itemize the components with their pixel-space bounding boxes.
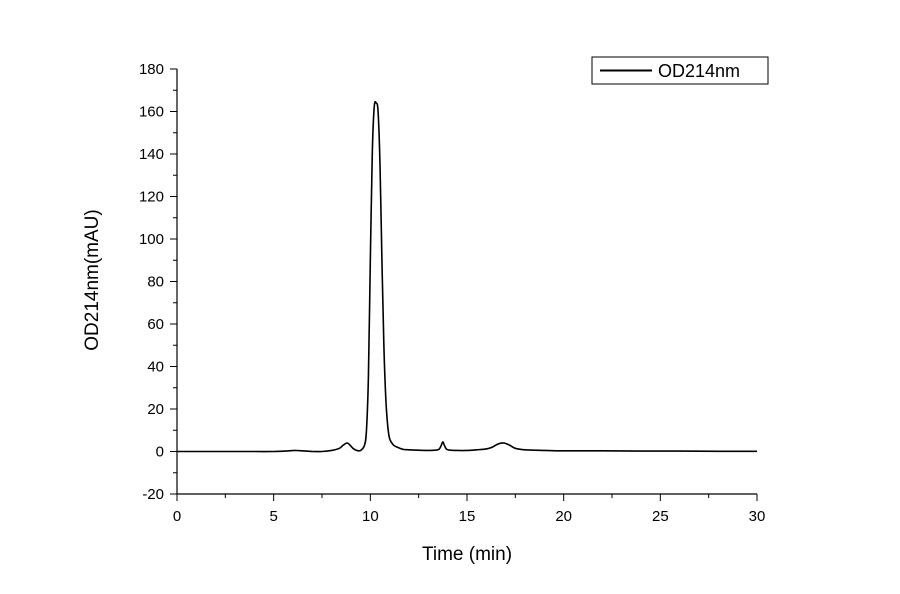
series-layer bbox=[177, 100, 758, 453]
y-tick-label: 20 bbox=[147, 401, 164, 418]
x-tick-label: 10 bbox=[362, 508, 379, 525]
y-tick-label: -20 bbox=[142, 486, 164, 503]
y-tick-label: 100 bbox=[139, 231, 164, 248]
tick-marks bbox=[170, 68, 758, 501]
y-tick-label: 160 bbox=[139, 104, 164, 121]
x-tick-label: 25 bbox=[652, 508, 669, 525]
x-tick-label: 5 bbox=[269, 508, 277, 525]
y-tick-label: 0 bbox=[156, 444, 164, 461]
y-tick-label: 80 bbox=[147, 274, 164, 291]
y-tick-label: 120 bbox=[139, 189, 164, 206]
tick-labels: -20 0 20 40 60 80 100 120 140 160 180 0 5 10 15 20 25 30 bbox=[139, 61, 765, 525]
x-tick-label: 30 bbox=[749, 508, 766, 525]
y-tick-label: 40 bbox=[147, 359, 164, 376]
y-tick-label: 180 bbox=[139, 61, 164, 78]
y-axis-title: OD214nm(mAU) bbox=[82, 209, 103, 350]
axes bbox=[176, 69, 757, 495]
series-line-od214nm bbox=[177, 100, 758, 453]
x-tick-label: 15 bbox=[459, 508, 476, 525]
legend-label-od214nm: OD214nm bbox=[658, 61, 740, 81]
x-tick-label: 20 bbox=[555, 508, 572, 525]
x-axis-title: Time (min) bbox=[422, 544, 512, 565]
y-tick-label: 60 bbox=[147, 316, 164, 333]
x-tick-label: 0 bbox=[173, 508, 181, 525]
legend: OD214nm bbox=[591, 56, 769, 85]
y-tick-label: 140 bbox=[139, 146, 164, 163]
